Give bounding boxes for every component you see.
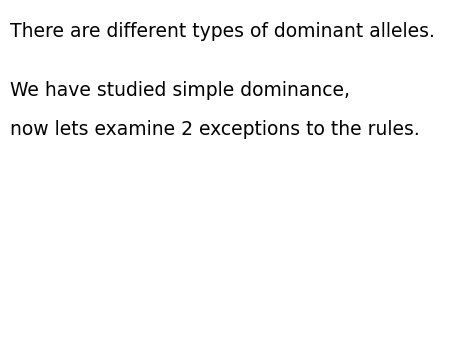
Text: There are different types of dominant alleles.: There are different types of dominant al… — [10, 22, 435, 41]
Text: now lets examine 2 exceptions to the rules.: now lets examine 2 exceptions to the rul… — [10, 120, 420, 139]
Text: We have studied simple dominance,: We have studied simple dominance, — [10, 81, 350, 100]
